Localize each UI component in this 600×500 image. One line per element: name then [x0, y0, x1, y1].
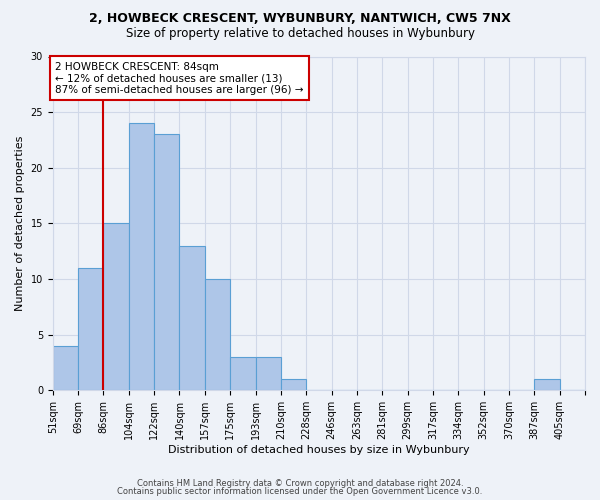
Text: 2, HOWBECK CRESCENT, WYBUNBURY, NANTWICH, CW5 7NX: 2, HOWBECK CRESCENT, WYBUNBURY, NANTWICH…	[89, 12, 511, 26]
Bar	[53, 346, 78, 391]
Bar	[154, 134, 179, 390]
Bar	[281, 379, 306, 390]
Bar	[230, 357, 256, 390]
X-axis label: Distribution of detached houses by size in Wybunbury: Distribution of detached houses by size …	[168, 445, 470, 455]
Bar	[535, 379, 560, 390]
Bar	[103, 224, 129, 390]
Bar	[78, 268, 103, 390]
Text: 2 HOWBECK CRESCENT: 84sqm
← 12% of detached houses are smaller (13)
87% of semi-: 2 HOWBECK CRESCENT: 84sqm ← 12% of detac…	[55, 62, 304, 94]
Bar	[179, 246, 205, 390]
Y-axis label: Number of detached properties: Number of detached properties	[15, 136, 25, 311]
Text: Size of property relative to detached houses in Wybunbury: Size of property relative to detached ho…	[125, 28, 475, 40]
Bar	[129, 124, 154, 390]
Bar	[205, 279, 230, 390]
Text: Contains public sector information licensed under the Open Government Licence v3: Contains public sector information licen…	[118, 487, 482, 496]
Text: Contains HM Land Registry data © Crown copyright and database right 2024.: Contains HM Land Registry data © Crown c…	[137, 478, 463, 488]
Bar	[256, 357, 281, 390]
